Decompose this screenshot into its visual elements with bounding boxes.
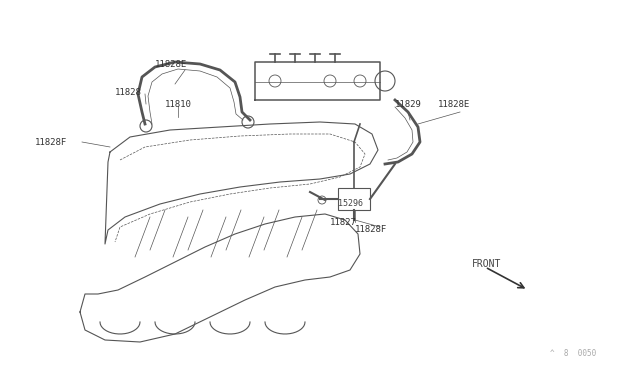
FancyBboxPatch shape xyxy=(338,188,370,210)
Text: ^  8  0050: ^ 8 0050 xyxy=(550,350,596,359)
Text: 11828F: 11828F xyxy=(35,138,67,147)
Text: 11829: 11829 xyxy=(395,99,422,109)
Text: 11828E: 11828E xyxy=(155,60,188,68)
Text: 11828F: 11828F xyxy=(355,224,387,234)
Text: 11827: 11827 xyxy=(330,218,357,227)
Text: 11810: 11810 xyxy=(165,99,192,109)
Text: 11828E: 11828E xyxy=(438,99,470,109)
Text: 11828: 11828 xyxy=(115,87,142,96)
Text: FRONT: FRONT xyxy=(472,259,501,269)
Text: 15296: 15296 xyxy=(338,199,363,208)
